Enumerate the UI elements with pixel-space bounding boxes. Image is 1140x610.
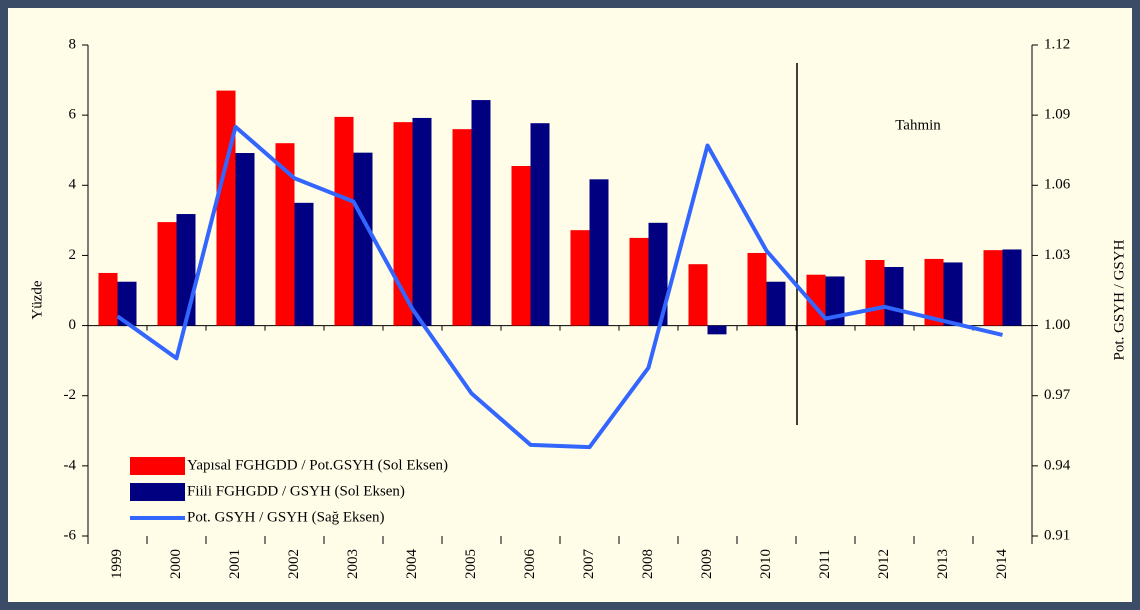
bar: [570, 230, 590, 326]
bar: [353, 152, 373, 326]
x-tick-label: 2001: [227, 549, 243, 579]
bar: [825, 276, 845, 326]
x-tick-label: 2006: [522, 549, 538, 580]
bar: [294, 202, 314, 326]
bar: [216, 90, 236, 326]
bar: [117, 281, 137, 326]
annotation: Tahmin: [895, 117, 941, 133]
bar: [747, 252, 767, 326]
bar: [943, 262, 963, 326]
bar: [865, 259, 885, 326]
y-tick-label: 8: [69, 36, 77, 52]
legend-label: Fiili FGHGDD / GSYH (Sol Eksen): [187, 483, 405, 499]
y2-tick-label: 1.00: [1044, 317, 1070, 333]
bar: [334, 116, 354, 326]
y2-tick-label: 1.06: [1044, 177, 1071, 193]
bar: [275, 143, 295, 326]
bar: [235, 153, 255, 326]
bar: [176, 214, 196, 326]
x-tick-label: 2004: [404, 549, 420, 580]
x-tick-label: 2010: [758, 549, 774, 579]
x-tick-label: 2011: [817, 549, 833, 578]
x-tick-label: 2014: [994, 549, 1010, 580]
bar: [648, 222, 668, 326]
x-tick-label: 2013: [935, 549, 951, 579]
chart: Yüzde Pot. GSYH / GSYH Tahmin -6 -4 -2 0 2 4 6…: [29, 36, 1127, 580]
bar: [511, 165, 531, 326]
y-tick-label: 2: [69, 247, 77, 263]
legend-label: Pot. GSYH / GSYH (Sağ Eksen): [187, 509, 385, 525]
bar: [766, 281, 786, 326]
legend-swatch: [130, 457, 185, 475]
bar: [393, 122, 413, 326]
y-tick-label: 0: [69, 317, 77, 333]
y-tick-label: -6: [64, 527, 77, 543]
x-tick-label: 2000: [168, 549, 184, 579]
x-tick-label: 2005: [463, 549, 479, 579]
y-tick-label: -2: [64, 387, 77, 403]
bar: [412, 117, 432, 326]
bar: [452, 129, 472, 326]
bar: [471, 100, 491, 326]
x-tick-label: 2008: [640, 549, 656, 579]
bar: [1002, 249, 1022, 326]
y2-tick-label: 0.91: [1044, 527, 1070, 543]
bar: [530, 123, 550, 326]
bar: [924, 258, 944, 326]
x-tick-label: 1999: [109, 549, 125, 579]
y2-tick-label: 1.12: [1044, 36, 1070, 52]
y2-tick-label: 1.09: [1044, 107, 1070, 123]
y-tick-label: -4: [64, 457, 77, 473]
x-tick-label: 2009: [699, 549, 715, 579]
line: [116, 124, 1003, 450]
y-tick-label: 4: [69, 177, 77, 193]
y-axis-label: Yüzde: [29, 280, 45, 319]
bar: [589, 179, 609, 326]
y2-tick-label: 0.97: [1044, 387, 1071, 403]
x-tick-label: 2012: [876, 549, 892, 579]
y2-axis-label: Pot. GSYH / GSYH: [1111, 239, 1127, 360]
bar: [98, 272, 118, 326]
legend-label: Yapısal FGHGDD / Pot.GSYH (Sol Eksen): [187, 457, 448, 473]
bar: [983, 250, 1003, 326]
bar: [707, 325, 727, 335]
y2-tick-label: 1.03: [1044, 247, 1070, 263]
y2-tick-label: 0.94: [1044, 457, 1071, 473]
x-tick-label: 2002: [286, 549, 302, 579]
bar: [688, 264, 708, 326]
x-tick-label: 2007: [581, 549, 597, 580]
bar: [629, 237, 649, 326]
bar: [157, 222, 177, 326]
x-tick-label: 2003: [345, 549, 361, 579]
y-tick-label: 6: [69, 107, 77, 123]
bar: [884, 267, 904, 326]
legend-swatch: [130, 483, 185, 501]
